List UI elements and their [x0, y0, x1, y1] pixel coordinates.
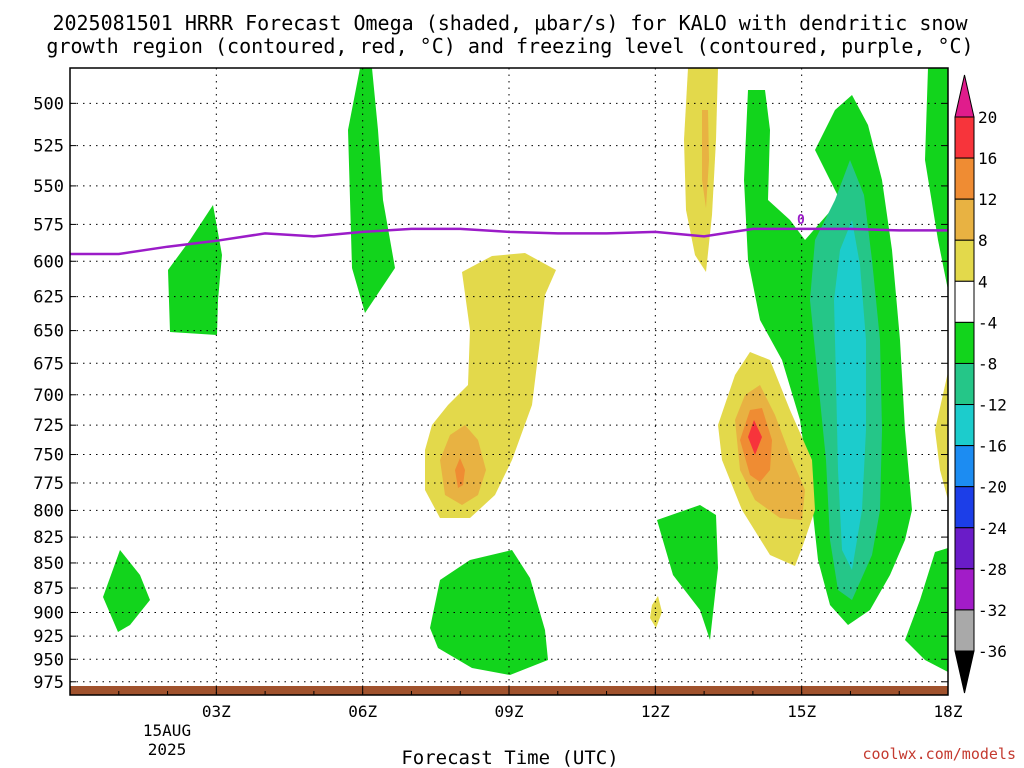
y-tick-label: 900 — [33, 603, 64, 623]
omega-region-14z-upper-positive — [684, 68, 718, 272]
colorbar-swatch — [954, 280, 975, 323]
x-sub-label-year: 2025 — [148, 740, 187, 759]
colorbar-label: 8 — [978, 231, 988, 250]
colorbar-label: -8 — [978, 354, 997, 373]
omega-region-07z-column — [348, 68, 395, 313]
colorbar-swatch — [954, 321, 975, 364]
colorbar-swatch — [954, 239, 975, 282]
colorbar-swatch — [954, 486, 975, 529]
colorbar-swatch — [954, 157, 975, 200]
omega-region-09z-8to12 — [440, 425, 486, 505]
y-tick-label: 600 — [33, 252, 64, 272]
omega-shading — [103, 68, 948, 675]
x-sub-label-date: 15AUG — [143, 721, 191, 740]
y-tick-label: 500 — [33, 94, 64, 114]
omega-region-early-mid — [168, 205, 222, 335]
colorbar-swatch — [954, 116, 975, 159]
colorbar-label: -4 — [978, 313, 997, 332]
colorbar-top-arrow — [954, 74, 975, 118]
y-tick-label: 675 — [33, 354, 64, 374]
x-axis-ticks: 03Z 06Z 09Z 12Z 15Z 18Z — [118, 687, 963, 721]
omega-region-near-surface — [103, 550, 150, 632]
x-tick-label: 15Z — [787, 702, 816, 721]
freezing-level-line — [70, 227, 948, 256]
y-tick-label: 700 — [33, 386, 64, 406]
colorbar-label: -20 — [978, 478, 1007, 497]
omega-region-15z-16to20 — [748, 420, 762, 455]
colorbar-label: -16 — [978, 437, 1007, 456]
colorbar-swatch — [954, 527, 975, 570]
y-tick-label: 625 — [33, 288, 64, 308]
y-tick-label: 825 — [33, 528, 64, 548]
y-tick-label: 750 — [33, 446, 64, 466]
colorbar-label: -36 — [978, 642, 1007, 661]
y-tick-label: 925 — [33, 627, 64, 647]
colorbar-swatch — [954, 445, 975, 488]
colorbar-label: -12 — [978, 396, 1007, 415]
footer-credit: coolwx.com/models — [862, 745, 1016, 763]
omega-region-09-10z-low — [430, 550, 548, 675]
colorbar-swatch — [954, 198, 975, 241]
omega-region-right-edge-positive — [935, 372, 948, 500]
omega-region-14z-low — [657, 505, 718, 640]
y-axis-ticks: 500 525 550 575 600 625 650 675 700 725 750 775 800 8… — [33, 94, 948, 693]
colorbar-label: -32 — [978, 601, 1007, 620]
omega-region-right-edge-upper — [925, 68, 948, 290]
colorbar-label: 16 — [978, 149, 997, 168]
colorbar-label: -28 — [978, 560, 1007, 579]
freezing-level-label: 0 — [797, 213, 805, 228]
colorbar-label: -24 — [978, 519, 1007, 538]
x-tick-label: 03Z — [202, 702, 231, 721]
x-tick-label: 18Z — [934, 702, 963, 721]
x-tick-label: 09Z — [495, 702, 524, 721]
y-tick-label: 525 — [33, 137, 64, 157]
colorbar-swatch — [954, 404, 975, 447]
colorbar-bottom-arrow — [954, 650, 975, 694]
omega-region-right-edge-lower — [905, 548, 948, 672]
omega-region-14z-8to12 — [702, 110, 709, 208]
y-tick-label: 650 — [33, 322, 64, 342]
y-tick-label: 725 — [33, 416, 64, 436]
chart-title-line-1: 2025081501 HRRR Forecast Omega (shaded, … — [52, 11, 968, 35]
colorbar-label: 20 — [978, 108, 997, 127]
y-tick-label: 950 — [33, 650, 64, 670]
colorbar-label: 12 — [978, 190, 997, 209]
colorbar: 20 16 12 8 4 -4 -8 -12 -16 -20 -24 -28 -32 -36 — [954, 74, 1007, 694]
colorbar-swatch — [954, 362, 975, 406]
x-tick-label: 12Z — [641, 702, 670, 721]
y-tick-label: 850 — [33, 554, 64, 574]
colorbar-swatch — [954, 568, 975, 611]
x-tick-label: 06Z — [348, 702, 377, 721]
y-tick-label: 800 — [33, 501, 64, 521]
y-tick-label: 975 — [33, 673, 64, 693]
y-tick-label: 550 — [33, 177, 64, 197]
colorbar-swatch — [954, 609, 975, 652]
y-tick-label: 775 — [33, 474, 64, 494]
x-axis-title: Forecast Time (UTC) — [401, 747, 618, 768]
chart-title-line-2: growth region (contoured, red, °C) and f… — [46, 34, 973, 58]
y-tick-label: 875 — [33, 579, 64, 599]
omega-region-09z-12to16 — [455, 458, 465, 488]
y-tick-label: 575 — [33, 215, 64, 235]
colorbar-label: 4 — [978, 272, 988, 291]
